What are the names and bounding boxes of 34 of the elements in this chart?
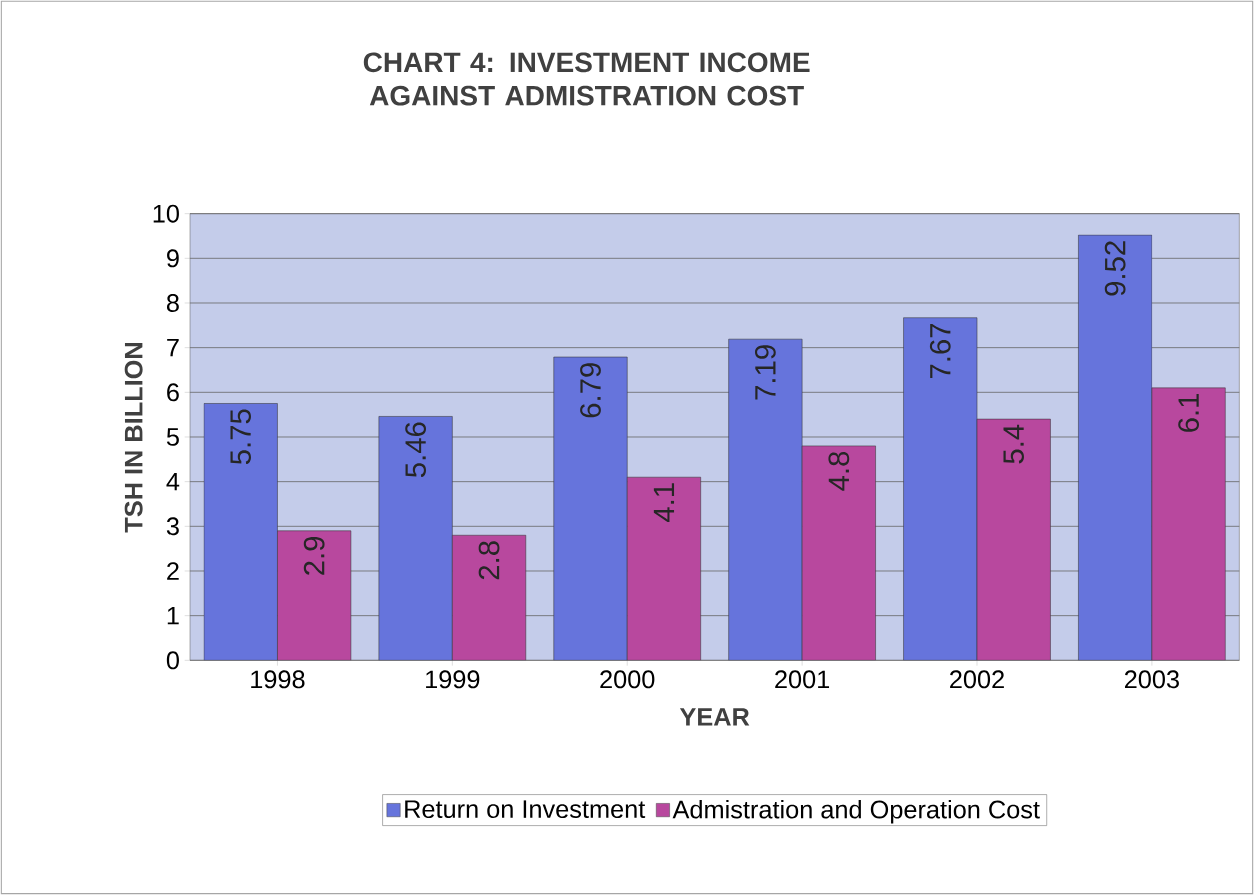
- data-label: 4.8: [828, 451, 850, 491]
- data-label: 9.52: [1104, 241, 1126, 296]
- data-label: 6.79: [580, 363, 601, 418]
- y-tick-label: 3: [166, 517, 179, 536]
- y-tick-label: 6: [167, 383, 179, 402]
- data-label: 5.75: [230, 409, 251, 465]
- y-tick-label: 9: [167, 249, 179, 268]
- x-tick-label: 2000: [600, 670, 655, 689]
- chart-title: CHART 4: INVESTMENT INCOME AGAINST ADMISTRATION COST: [363, 52, 810, 106]
- y-tick-label: 4: [166, 472, 180, 491]
- data-label: 7.19: [754, 345, 776, 400]
- data-label: 2.8: [478, 541, 500, 580]
- data-label: 2.9: [303, 536, 325, 575]
- y-axis-title: TSH IN BILLION: [124, 343, 143, 533]
- y-tick-label: 8: [166, 294, 179, 312]
- x-tick-label: 2002: [950, 670, 1004, 689]
- data-label: 5.46: [405, 422, 426, 478]
- y-tick-label: 10: [153, 204, 179, 223]
- data-label: 5.4: [1003, 424, 1024, 464]
- y-tick-label: 2: [167, 562, 179, 580]
- x-tick-label: 1999: [426, 670, 480, 689]
- x-tick-label: 2001: [775, 670, 830, 689]
- x-tick-label: 1998: [251, 670, 305, 689]
- y-tick-label: 0: [166, 651, 179, 670]
- y-tick-label: 7: [167, 338, 179, 357]
- x-tick-label: 2003: [1124, 670, 1179, 689]
- y-tick-label: 1: [167, 606, 179, 625]
- y-tick-label: 5: [166, 428, 179, 446]
- data-label: 7.67: [929, 323, 951, 379]
- x-axis-title: YEAR: [679, 708, 750, 726]
- legend-label: Admistration and Operation Cost: [672, 799, 1040, 824]
- legend-label: Return on Investment: [405, 800, 646, 819]
- data-label: 4.1: [653, 483, 675, 523]
- data-label: 6.1: [1178, 393, 1199, 432]
